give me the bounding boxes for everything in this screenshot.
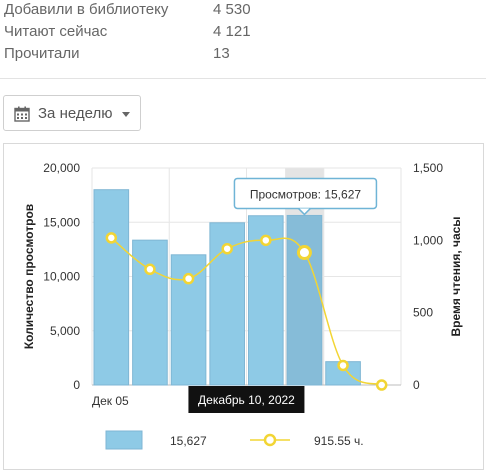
y-left-tick-label: 0 xyxy=(73,378,80,392)
legend-line-label: 915.55 ч. xyxy=(314,434,364,448)
y-left-axis-title: Количество просмотров xyxy=(22,204,36,349)
y-left-tick-label: 20,000 xyxy=(43,161,80,175)
legend-bar-swatch xyxy=(105,430,143,450)
line-point xyxy=(337,359,349,372)
stat-label: Читают сейчас xyxy=(4,23,108,40)
y-right-tick-label: 0 xyxy=(413,378,420,392)
y-left-tick-label: 15,000 xyxy=(43,215,80,229)
chart-panel: 0 5,000 10,000 15,000 20,000 0 500 1,000 1,500 Де… xyxy=(3,143,484,470)
chevron-down-icon xyxy=(122,112,130,117)
line-point xyxy=(221,242,233,255)
line-point xyxy=(144,263,156,276)
line-point xyxy=(182,272,195,285)
y-left-tick-label: 5,000 xyxy=(50,324,80,338)
line-point xyxy=(375,379,388,391)
divider xyxy=(0,78,486,79)
legend-bar-label: 15,627 xyxy=(170,434,207,448)
stat-value: 4 121 xyxy=(213,23,251,40)
tooltip-text: Просмотров: 15,627 xyxy=(250,187,362,201)
tooltip-arrow xyxy=(297,207,311,216)
legend-line-marker xyxy=(263,433,277,447)
line-point xyxy=(260,234,272,247)
y-right-tick-label: 1,000 xyxy=(413,233,443,247)
stat-value: 13 xyxy=(213,45,230,62)
stat-value: 4 530 xyxy=(213,1,251,18)
x-tick-label: Дек 05 xyxy=(92,394,129,408)
calendar-icon xyxy=(14,106,30,122)
bar xyxy=(286,214,323,386)
views-chart[interactable]: 0 5,000 10,000 15,000 20,000 0 500 1,000 1,500 Де… xyxy=(4,144,483,469)
y-left-tick-label: 10,000 xyxy=(43,270,80,284)
y-right-tick-label: 1,500 xyxy=(413,161,443,175)
line-point xyxy=(105,232,118,244)
stat-label: Прочитали xyxy=(4,45,80,62)
reading-time-line xyxy=(110,237,383,386)
bar xyxy=(93,189,130,386)
period-label: За неделю xyxy=(38,105,113,122)
line-point xyxy=(296,245,312,261)
crosshair-label-box xyxy=(188,386,305,413)
y-right-tick-label: 500 xyxy=(413,306,433,320)
stat-label: Добавили в библиотеку xyxy=(4,1,169,18)
period-select-button[interactable]: За неделю xyxy=(3,95,141,131)
crosshair-label-text: Декабрь 10, 2022 xyxy=(198,393,295,407)
y-right-axis-title: Время чтения, часы xyxy=(449,216,463,336)
